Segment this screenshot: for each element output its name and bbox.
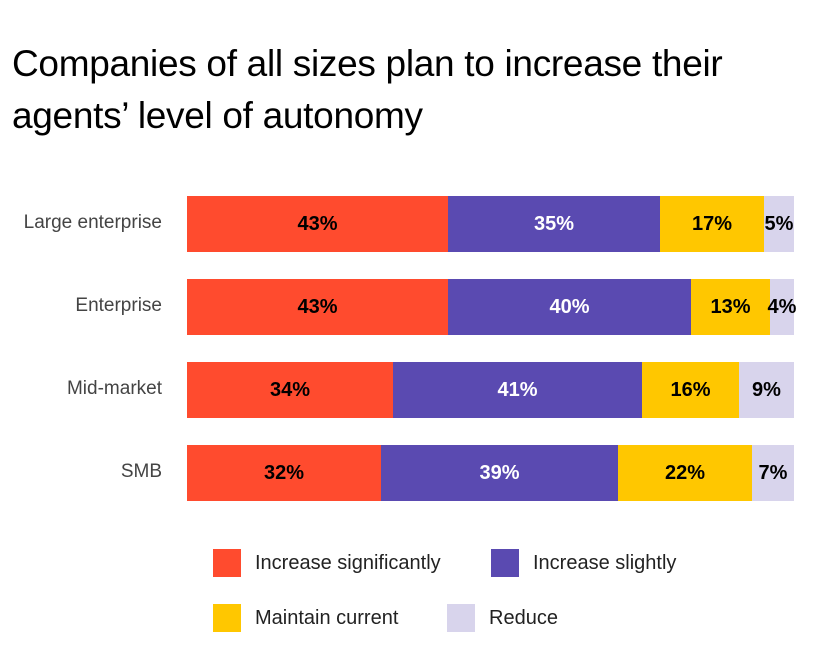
data-label: 32% (263, 461, 305, 484)
bar-segment: 17% (660, 196, 764, 252)
legend-label: Increase slightly (533, 551, 677, 574)
data-label: 43% (297, 295, 338, 318)
data-label: 9% (752, 378, 781, 401)
bar-segment: 39% (381, 445, 618, 501)
data-label: 40% (549, 295, 590, 318)
category-label: Large enterprise (23, 212, 162, 233)
data-label: 39% (479, 461, 520, 484)
bar-segment: 4% (767, 279, 797, 335)
data-label: 16% (670, 378, 711, 401)
bar-segment: 43% (187, 279, 448, 335)
legend-label: Increase significantly (255, 551, 441, 574)
bar-segment: 35% (448, 196, 660, 252)
bar-segment: 22% (618, 445, 752, 501)
bar-segment: 40% (448, 279, 691, 335)
chart-title: Companies of all sizes plan to increase … (12, 43, 723, 136)
data-label: 41% (497, 378, 538, 401)
legend-item: Increase significantly (213, 549, 441, 577)
legend-item: Reduce (447, 604, 558, 632)
bar-segment: 41% (393, 362, 642, 418)
bar-segment: 7% (752, 445, 794, 501)
data-label: 22% (664, 461, 706, 484)
legend-item: Increase slightly (491, 549, 676, 577)
data-label: 43% (297, 212, 338, 235)
legend-swatch (491, 549, 519, 577)
bar-segment: 32% (187, 445, 381, 501)
category-label: SMB (120, 461, 162, 482)
legend-label: Reduce (489, 606, 558, 629)
bar-segment: 9% (739, 362, 794, 418)
category-label: Mid-market (66, 378, 162, 399)
data-label: 4% (767, 295, 797, 318)
data-label: 35% (533, 212, 575, 235)
bar-segment: 34% (187, 362, 393, 418)
data-label: 17% (691, 212, 733, 235)
data-label: 5% (764, 212, 794, 235)
data-label: 34% (269, 378, 311, 401)
legend-label: Maintain current (255, 606, 399, 629)
bar-segment: 43% (187, 196, 448, 252)
category-label: Enterprise (75, 295, 162, 316)
bar-segment: 13% (691, 279, 770, 335)
legend-swatch (213, 604, 241, 632)
legend-item: Maintain current (213, 604, 398, 632)
legend-swatch (447, 604, 475, 632)
legend-swatch (213, 549, 241, 577)
bar-segment: 5% (764, 196, 794, 252)
data-label: 7% (758, 461, 788, 484)
data-label: 13% (710, 295, 751, 318)
bar-segment: 16% (642, 362, 739, 418)
